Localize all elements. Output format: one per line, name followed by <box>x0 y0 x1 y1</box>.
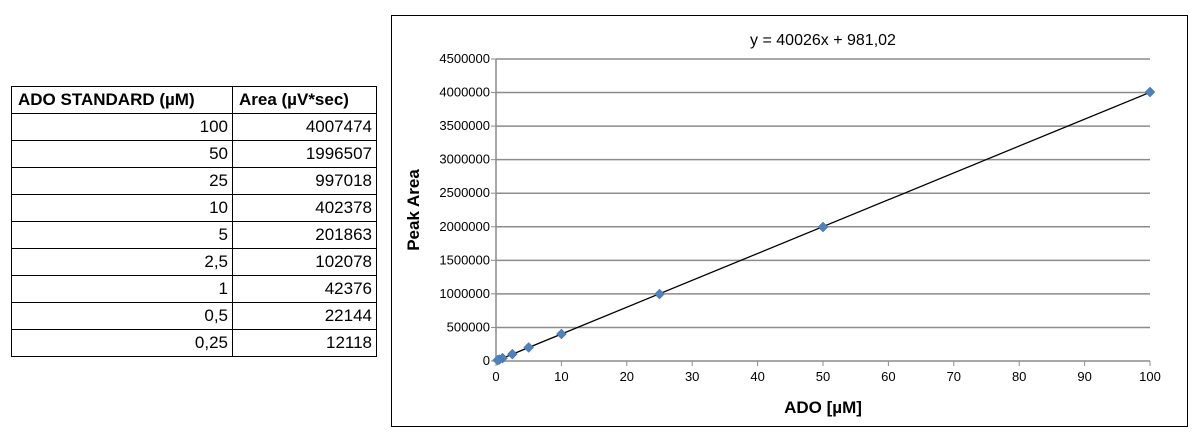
cell-concentration: 0,5 <box>11 302 233 330</box>
cell-concentration: 50 <box>11 140 233 168</box>
x-tick-label: 90 <box>1077 369 1091 384</box>
y-tick-label: 3500000 <box>439 118 490 133</box>
y-tick-label: 2500000 <box>439 185 490 200</box>
x-tick-label: 30 <box>685 369 699 384</box>
data-point <box>556 328 567 340</box>
x-tick-label: 20 <box>620 369 634 384</box>
y-tick-label: 500000 <box>447 319 490 334</box>
table-row: 10 402378 <box>11 194 377 222</box>
table-row: 50 1996507 <box>11 140 377 168</box>
x-tick-label: 80 <box>1012 369 1026 384</box>
cell-concentration: 2,5 <box>11 248 233 276</box>
table-row: 0,25 12118 <box>11 329 377 357</box>
x-tick-label: 70 <box>947 369 961 384</box>
table-row: 0,5 22144 <box>11 302 377 330</box>
trendline-equation: y = 40026x + 981,02 <box>750 32 896 49</box>
x-tick-label: 10 <box>554 369 568 384</box>
cell-concentration: 1 <box>11 275 233 303</box>
y-tick-label: 4500000 <box>439 51 490 66</box>
cell-area: 997018 <box>232 167 377 195</box>
x-tick-label: 60 <box>881 369 895 384</box>
table-row: 1 42376 <box>11 275 377 303</box>
y-tick-label: 4000000 <box>439 85 490 100</box>
cell-area: 12118 <box>232 329 377 357</box>
header-ado-standard: ADO STANDARD (µM) <box>11 86 233 114</box>
y-tick-label: 2000000 <box>439 219 490 234</box>
cell-area: 22144 <box>232 302 377 330</box>
cell-area: 102078 <box>232 248 377 276</box>
data-point <box>492 354 503 366</box>
chart-plot: 0 500000 1000000 1500000 2000000 2500000 30000… <box>404 32 1161 417</box>
cell-area: 402378 <box>232 194 377 222</box>
table-row: 100 4007474 <box>11 113 377 141</box>
x-tick-label: 100 <box>1139 369 1161 384</box>
standards-table: ADO STANDARD (µM) Area (µV*sec) 100 40074… <box>11 86 377 357</box>
calibration-chart: 0 500000 1000000 1500000 2000000 2500000 30000… <box>391 15 1188 427</box>
data-point <box>654 288 665 300</box>
x-axis-title: ADO [µM] <box>784 398 862 417</box>
x-tick-label: 0 <box>492 369 499 384</box>
cell-area: 42376 <box>232 275 377 303</box>
cell-concentration: 25 <box>11 167 233 195</box>
y-tick-label: 1000000 <box>439 286 490 301</box>
data-point <box>1144 86 1156 98</box>
cell-area: 201863 <box>232 221 377 249</box>
y-tick-label: 1500000 <box>439 252 490 267</box>
cell-concentration: 100 <box>11 113 233 141</box>
cell-concentration: 5 <box>11 221 233 249</box>
y-tick-label: 0 <box>483 353 490 368</box>
x-tick-label: 50 <box>816 369 830 384</box>
x-tick-label: 40 <box>750 369 764 384</box>
table-row: 25 997018 <box>11 167 377 195</box>
cell-area: 1996507 <box>232 140 377 168</box>
cell-concentration: 10 <box>11 194 233 222</box>
table-header-row: ADO STANDARD (µM) Area (µV*sec) <box>11 86 377 114</box>
header-area: Area (µV*sec) <box>232 86 377 114</box>
data-point <box>817 221 829 233</box>
y-axis-title: Peak Area <box>404 169 423 251</box>
y-tick-label: 3000000 <box>439 152 490 167</box>
table-row: 5 201863 <box>11 221 377 249</box>
cell-concentration: 0,25 <box>11 329 233 357</box>
cell-area: 4007474 <box>232 113 377 141</box>
table-row: 2,5 102078 <box>11 248 377 276</box>
data-point <box>523 342 535 353</box>
data-point <box>506 348 518 360</box>
